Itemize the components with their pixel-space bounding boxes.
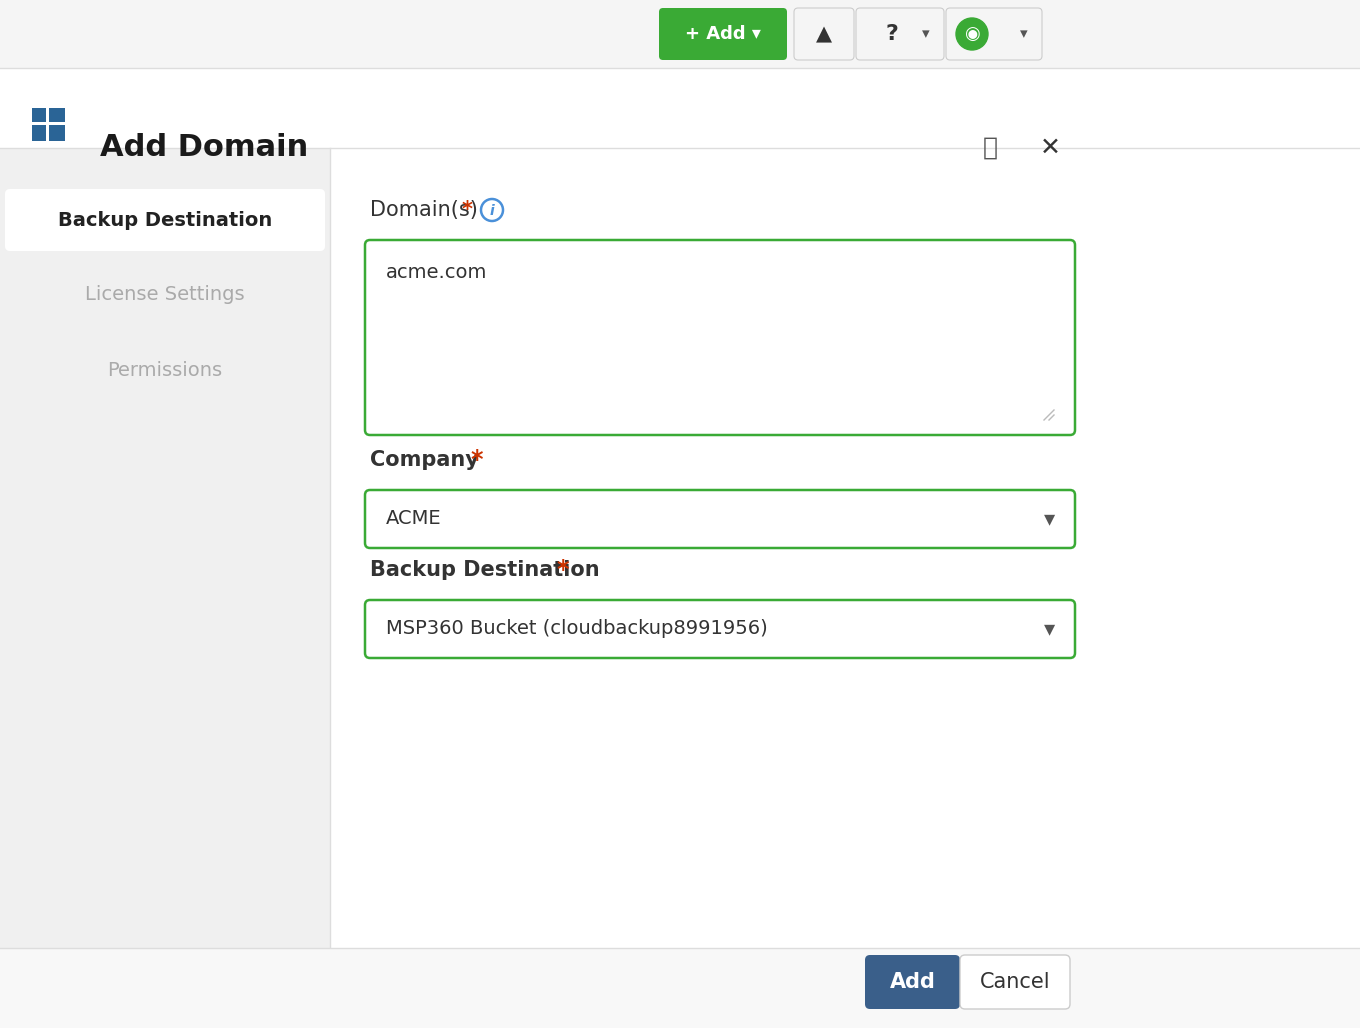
FancyBboxPatch shape xyxy=(364,490,1074,548)
Text: Cancel: Cancel xyxy=(979,972,1050,992)
Bar xyxy=(49,108,65,122)
Text: ◉: ◉ xyxy=(964,25,979,43)
FancyBboxPatch shape xyxy=(364,600,1074,658)
FancyBboxPatch shape xyxy=(947,8,1042,60)
Text: *: * xyxy=(556,558,568,582)
FancyBboxPatch shape xyxy=(5,189,325,251)
Text: ▾: ▾ xyxy=(922,27,930,41)
Text: Add Domain: Add Domain xyxy=(101,134,309,162)
FancyBboxPatch shape xyxy=(364,240,1074,435)
FancyBboxPatch shape xyxy=(660,8,787,60)
Bar xyxy=(0,0,1360,68)
Bar xyxy=(0,948,1360,1028)
Text: Domain(s): Domain(s) xyxy=(370,200,477,220)
Text: ACME: ACME xyxy=(386,510,442,528)
Text: + Add ▾: + Add ▾ xyxy=(685,25,762,43)
Text: Backup Destination: Backup Destination xyxy=(58,211,272,229)
Text: ▾: ▾ xyxy=(1044,619,1055,639)
FancyBboxPatch shape xyxy=(794,8,854,60)
Text: ⤢: ⤢ xyxy=(982,136,997,160)
FancyBboxPatch shape xyxy=(855,8,944,60)
Text: Add: Add xyxy=(889,972,936,992)
Circle shape xyxy=(956,19,987,50)
Text: *: * xyxy=(471,448,483,472)
Bar xyxy=(0,68,1360,148)
Bar xyxy=(0,148,330,948)
Text: acme.com: acme.com xyxy=(386,263,487,283)
Text: ▾: ▾ xyxy=(1020,27,1028,41)
FancyBboxPatch shape xyxy=(960,955,1070,1009)
Bar xyxy=(33,125,46,141)
Text: ▲: ▲ xyxy=(816,24,832,44)
Text: ?: ? xyxy=(885,24,899,44)
Text: ✕: ✕ xyxy=(1039,136,1061,160)
Text: Backup Destination: Backup Destination xyxy=(370,560,600,580)
Bar xyxy=(330,148,1360,948)
Text: i: i xyxy=(490,204,495,218)
Text: ▾: ▾ xyxy=(1044,509,1055,529)
Text: *: * xyxy=(462,200,473,220)
FancyBboxPatch shape xyxy=(865,955,960,1009)
Text: Permissions: Permissions xyxy=(107,361,223,379)
Text: MSP360 Bucket (cloudbackup8991956): MSP360 Bucket (cloudbackup8991956) xyxy=(386,620,768,638)
Bar xyxy=(49,125,65,141)
Bar xyxy=(33,108,46,122)
Text: Company: Company xyxy=(370,450,479,470)
Text: License Settings: License Settings xyxy=(86,286,245,304)
